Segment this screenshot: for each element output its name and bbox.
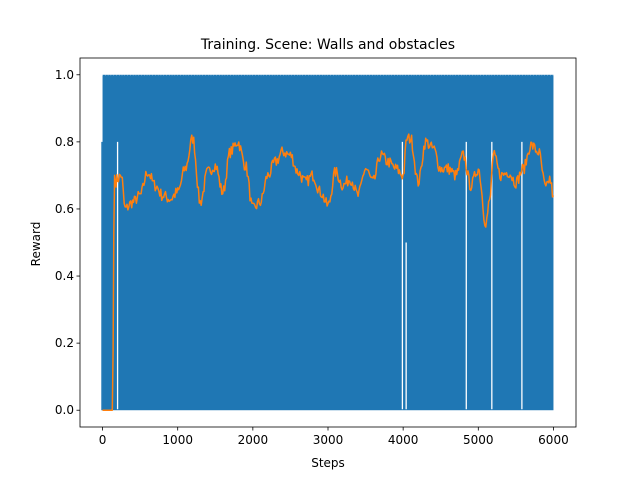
series-smoothed-reward xyxy=(102,133,555,411)
raw-reward-band xyxy=(102,74,554,411)
x-axis-label: Steps xyxy=(311,456,345,470)
y-tick-label: 0.8 xyxy=(55,135,74,149)
y-axis-label: Reward xyxy=(29,222,43,267)
x-tick-label: 3000 xyxy=(313,433,344,447)
x-axis-ticks: 0 1000 2000 3000 4000 5000 6000 xyxy=(99,427,569,447)
y-tick-label: 0.2 xyxy=(55,336,74,350)
y-tick-label: 0.0 xyxy=(55,403,74,417)
y-tick-label: 0.6 xyxy=(55,202,74,216)
y-tick-label: 1.0 xyxy=(55,68,74,82)
x-tick-label: 5000 xyxy=(463,433,494,447)
x-tick-label: 1000 xyxy=(162,433,193,447)
series-raw-reward xyxy=(101,74,554,411)
x-tick-label: 0 xyxy=(99,433,107,447)
chart-title: Training. Scene: Walls and obstacles xyxy=(200,37,455,53)
x-tick-label: 2000 xyxy=(238,433,269,447)
y-tick-label: 0.4 xyxy=(55,269,74,283)
y-axis-ticks: 0.0 0.2 0.4 0.6 0.8 1.0 xyxy=(55,68,80,417)
x-tick-label: 4000 xyxy=(388,433,419,447)
plot-area xyxy=(101,74,555,411)
x-tick-label: 6000 xyxy=(538,433,569,447)
